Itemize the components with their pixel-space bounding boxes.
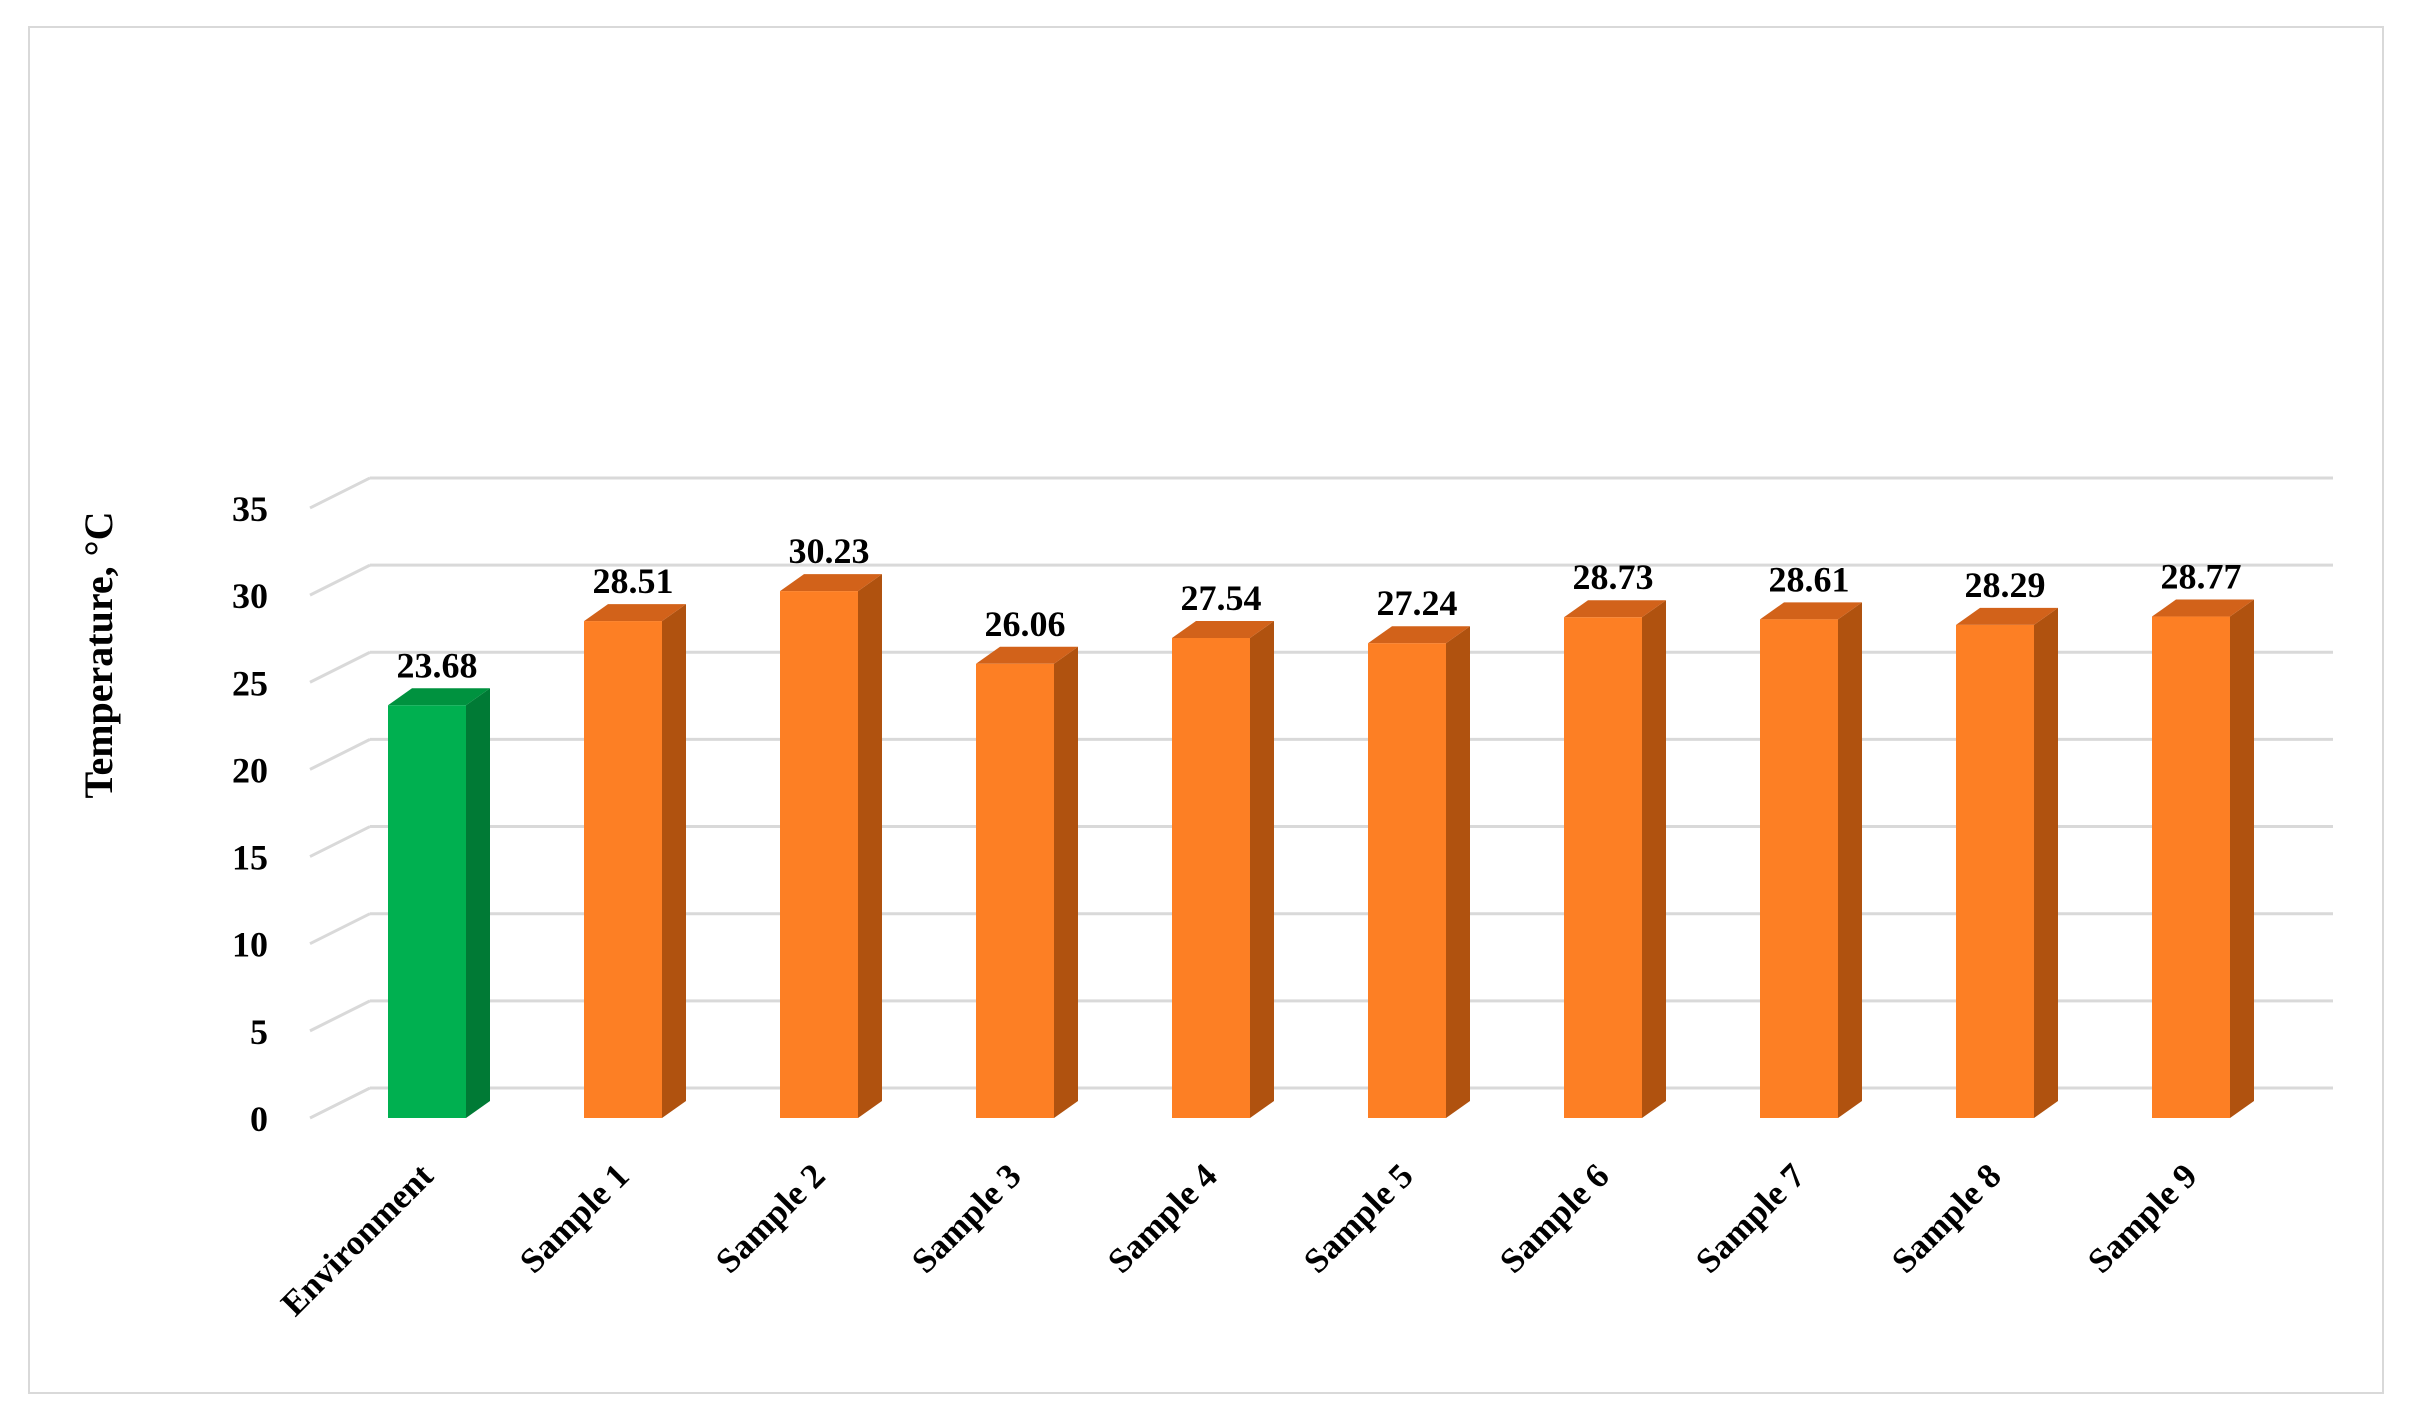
bar <box>976 646 1078 1118</box>
x-tick-label: Sample 5 <box>1296 1156 1421 1281</box>
x-tick-label: Sample 2 <box>708 1156 833 1281</box>
data-label: 28.61 <box>1769 559 1850 599</box>
y-tick-label: 5 <box>250 1012 268 1052</box>
gridline <box>309 476 2333 510</box>
bar <box>1564 600 1666 1118</box>
bar <box>780 574 882 1118</box>
data-label: 26.06 <box>985 604 1066 644</box>
data-label: 30.23 <box>789 531 870 571</box>
x-axis-labels: Environment Sample 1 Sample 2 Sample 3 Sampl… <box>273 1156 2204 1324</box>
x-tick-label: Sample 9 <box>2080 1156 2205 1281</box>
x-tick-label: Sample 7 <box>1688 1156 1813 1281</box>
y-axis-title: Temperature, °C <box>76 511 121 798</box>
y-tick-label: 35 <box>232 489 268 529</box>
bar <box>2152 599 2254 1118</box>
x-tick-label: Environment <box>273 1156 441 1324</box>
y-tick-label: 0 <box>250 1099 268 1139</box>
gridline <box>309 563 2333 597</box>
data-label: 28.29 <box>1965 565 2046 605</box>
data-label: 27.24 <box>1377 583 1458 623</box>
x-tick-label: Sample 8 <box>1884 1156 2009 1281</box>
data-label: 28.51 <box>593 561 674 601</box>
x-tick-label: Sample 1 <box>512 1156 637 1281</box>
data-label: 27.54 <box>1181 578 1262 618</box>
bar <box>1956 607 2058 1118</box>
y-tick-label: 20 <box>232 750 268 790</box>
x-tick-label: Sample 6 <box>1492 1156 1617 1281</box>
y-tick-label: 25 <box>232 663 268 703</box>
bar <box>388 688 490 1118</box>
bar <box>1368 626 1470 1118</box>
bar <box>1172 620 1274 1118</box>
x-tick-label: Sample 4 <box>1100 1156 1225 1281</box>
data-label: 23.68 <box>397 645 478 685</box>
bar <box>1760 602 1862 1118</box>
x-tick-label: Sample 3 <box>904 1156 1029 1281</box>
bar <box>584 604 686 1118</box>
y-axis-ticks: 0 5 10 15 20 25 30 35 <box>232 489 268 1139</box>
bars <box>388 574 2254 1118</box>
y-tick-label: 30 <box>232 576 268 616</box>
data-label: 28.77 <box>2161 557 2242 597</box>
y-tick-label: 10 <box>232 925 268 965</box>
data-labels: 23.68 28.51 30.23 26.06 27.54 27.24 28.73 28.61… <box>397 531 2242 685</box>
data-label: 28.73 <box>1573 557 1654 597</box>
y-tick-label: 15 <box>232 838 268 878</box>
